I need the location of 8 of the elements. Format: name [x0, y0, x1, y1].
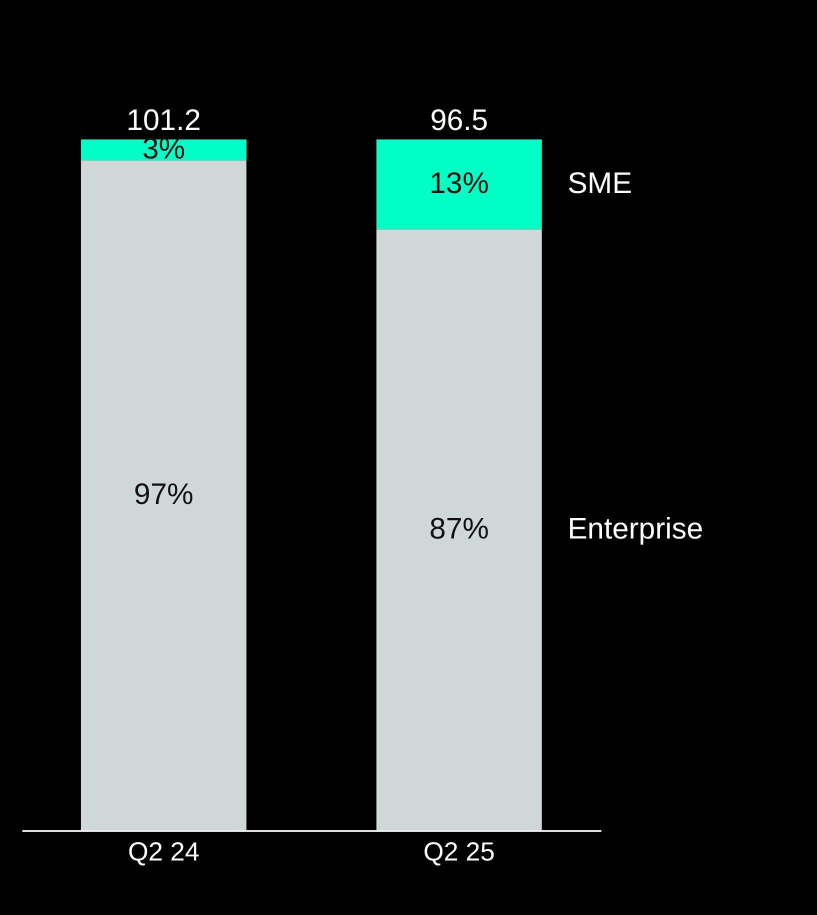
x-tick-label: Q2 24 [128, 836, 200, 867]
series-label: SME [568, 167, 632, 200]
data-label: 13% [429, 167, 489, 200]
data-label: 97% [134, 478, 194, 512]
series-label: Enterprise [568, 512, 704, 546]
x-tick-label: Q2 25 [423, 836, 495, 867]
annotation: 96.5 [430, 104, 488, 137]
data-label: 87% [429, 512, 489, 546]
